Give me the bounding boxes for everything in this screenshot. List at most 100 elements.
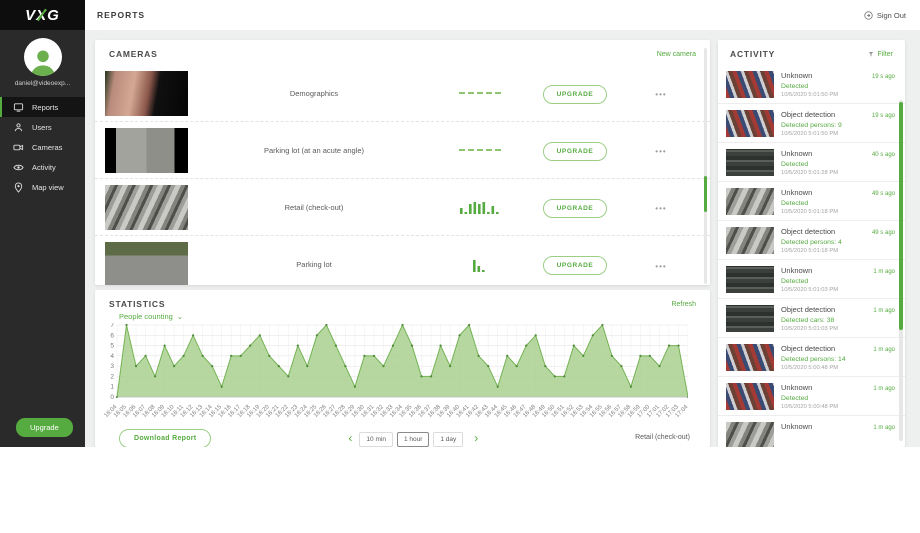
- activity-event-title: Unknown: [781, 383, 813, 392]
- app-root: VXG daniel@videoexp... Reports Users Camer…: [0, 0, 920, 447]
- statistics-footer: Download Report ‹ 10 min 1 hour 1 day › Re…: [119, 427, 690, 447]
- svg-text:3: 3: [110, 363, 114, 370]
- activity-detail: Detected persons: 4: [781, 239, 842, 246]
- sidebar-item-label: Users: [32, 122, 52, 132]
- activity-time-ago: 40 s ago: [871, 152, 895, 158]
- activity-thumbnail: [726, 383, 774, 410]
- filter-label: Filter: [877, 50, 893, 58]
- metric-dropdown[interactable]: People counting ⌄: [119, 312, 183, 321]
- signout-label: Sign Out: [876, 10, 906, 20]
- range-button-10-min[interactable]: 10 min: [359, 432, 393, 447]
- camera-more-icon[interactable]: •••: [655, 90, 667, 99]
- sidebar-item-activity[interactable]: Activity: [0, 157, 85, 177]
- camera-row: Retail (check-out) UPGRADE •••: [95, 179, 710, 236]
- activity-thumbnail: [726, 188, 774, 215]
- activity-detail: Detected: [781, 200, 809, 207]
- activity-detail: Detected: [781, 161, 809, 168]
- chart-next-button[interactable]: ›: [474, 430, 479, 445]
- activity-thumbnail: [726, 422, 774, 447]
- camera-more-icon[interactable]: •••: [655, 204, 667, 213]
- camera-sparkline: [440, 200, 520, 214]
- activity-time-ago: 49 s ago: [871, 230, 895, 236]
- activity-item[interactable]: Unknown 40 s ago Detected 10/5/2020 5:01:28…: [718, 143, 905, 182]
- sidebar-item-map-view[interactable]: Map view: [0, 177, 85, 197]
- camera-thumbnail[interactable]: [105, 127, 188, 173]
- refresh-link[interactable]: Refresh: [671, 300, 696, 308]
- activity-item[interactable]: Object detection 49 s ago Detected persons…: [718, 221, 905, 260]
- camera-thumbnail[interactable]: [105, 184, 188, 230]
- activity-timestamp: 10/5/2020 5:01:03 PM: [781, 287, 839, 293]
- camera-upgrade-button[interactable]: UPGRADE: [542, 141, 608, 161]
- activity-event-title: Object detection: [781, 305, 836, 314]
- activity-event-title: Unknown: [781, 71, 813, 80]
- chart-prev-button[interactable]: ‹: [348, 430, 353, 445]
- camera-thumbnail[interactable]: [105, 70, 188, 116]
- logo-area: VXG: [0, 0, 85, 30]
- activity-thumbnail: [726, 305, 774, 332]
- activity-item[interactable]: Unknown 49 s ago Detected 10/5/2020 5:01:18…: [718, 182, 905, 221]
- activity-time-ago: 19 s ago: [871, 113, 895, 119]
- svg-text:5: 5: [110, 343, 114, 350]
- camera-list: Demographics UPGRADE ••• Parking lot (at an…: [95, 65, 710, 285]
- activity-item[interactable]: Unknown 19 s ago Detected 10/5/2020 5:01:50…: [718, 65, 905, 104]
- sidebar-item-cameras[interactable]: Cameras: [0, 137, 85, 157]
- activity-item[interactable]: Unknown 1 m ago Detected 10/5/2020 5:00:48 …: [718, 377, 905, 416]
- activity-event-title: Unknown: [781, 422, 813, 431]
- activity-item[interactable]: Object detection 19 s ago Detected persons…: [718, 104, 905, 143]
- avatar: [23, 38, 62, 76]
- sidebar-item-reports[interactable]: Reports: [0, 97, 85, 117]
- camera-upgrade-button[interactable]: UPGRADE: [542, 198, 608, 218]
- camera-sparkline: [440, 149, 520, 151]
- activity-item[interactable]: Unknown 1 m ago: [718, 416, 905, 447]
- activity-time-ago: 19 s ago: [871, 74, 895, 80]
- sidebar-item-users[interactable]: Users: [0, 117, 85, 137]
- activity-timestamp: 10/5/2020 5:00:48 PM: [781, 365, 839, 371]
- svg-text:7: 7: [110, 323, 114, 329]
- new-camera-link[interactable]: New camera: [656, 50, 696, 58]
- activity-timestamp: 10/5/2020 5:01:03 PM: [781, 326, 839, 332]
- camera-thumbnail[interactable]: [105, 242, 188, 285]
- sparkline-dashed-placeholder: [459, 149, 501, 151]
- sidebar-item-label: Activity: [32, 162, 56, 172]
- upgrade-plan-button[interactable]: Upgrade: [16, 418, 73, 437]
- range-button-1-day[interactable]: 1 day: [433, 432, 464, 447]
- cameras-panel: CAMERAS New camera Demographics UPGRADE ••…: [95, 40, 710, 285]
- range-button-1-hour[interactable]: 1 hour: [396, 432, 430, 447]
- camera-upgrade-button[interactable]: UPGRADE: [542, 84, 608, 104]
- topbar: REPORTS Sign Out: [85, 0, 920, 30]
- signout-button[interactable]: Sign Out: [864, 11, 906, 20]
- sidebar: VXG daniel@videoexp... Reports Users Camer…: [0, 0, 85, 447]
- cameras-scrollbar-track[interactable]: [704, 48, 707, 284]
- activity-thumbnail: [726, 344, 774, 371]
- activity-item[interactable]: Object detection 1 m ago Detected persons:…: [718, 338, 905, 377]
- activity-item[interactable]: Unknown 1 m ago Detected 10/5/2020 5:01:03 …: [718, 260, 905, 299]
- cameras-scrollbar-thumb[interactable]: [704, 176, 707, 212]
- eye-icon: [13, 162, 24, 173]
- camera-name: Parking lot (at an acute angle): [263, 145, 365, 155]
- time-range-group: ‹ 10 min 1 hour 1 day ›: [346, 428, 480, 447]
- svg-text:2: 2: [110, 373, 114, 380]
- activity-time-ago: 1 m ago: [873, 386, 895, 392]
- activity-detail: Detected persons: 9: [781, 122, 842, 129]
- filter-button[interactable]: Filter: [868, 51, 893, 58]
- activity-detail: Detected: [781, 278, 809, 285]
- activity-time-ago: 1 m ago: [873, 425, 895, 431]
- activity-timestamp: 10/5/2020 5:01:50 PM: [781, 92, 839, 98]
- download-report-button[interactable]: Download Report: [119, 429, 212, 447]
- camera-more-icon[interactable]: •••: [655, 261, 667, 271]
- reports-icon: [13, 102, 24, 113]
- activity-timestamp: 10/5/2020 5:00:48 PM: [781, 404, 839, 410]
- people-counting-chart: 0 1 2 3 4 5 6 7 16:04 16:05 16:06 16:07 16:08 16:09 16…: [103, 322, 696, 426]
- activity-timestamp: 10/5/2020 5:01:18 PM: [781, 209, 839, 215]
- camera-more-icon[interactable]: •••: [655, 147, 667, 156]
- activity-item[interactable]: Object detection 1 m ago Detected cars: 38…: [718, 299, 905, 338]
- camera-upgrade-button[interactable]: UPGRADE: [542, 256, 608, 275]
- chart-camera-label: Retail (check-out): [635, 434, 690, 441]
- activity-scrollbar-thumb[interactable]: [899, 102, 903, 330]
- metric-selected-value: People counting: [119, 312, 173, 321]
- activity-detail: Detected: [781, 83, 809, 90]
- activity-event-title: Unknown: [781, 149, 813, 158]
- sidebar-item-label: Reports: [32, 102, 59, 112]
- camera-name: Demographics: [289, 88, 339, 98]
- user-profile[interactable]: daniel@videoexp...: [0, 30, 85, 93]
